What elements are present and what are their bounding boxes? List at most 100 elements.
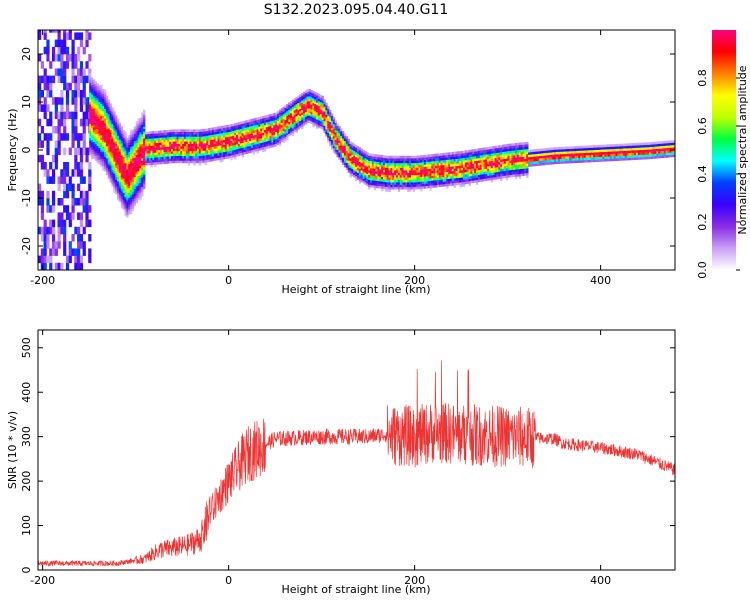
heat-cell — [405, 155, 408, 159]
heat-cell — [661, 141, 665, 144]
heat-cell — [150, 148, 153, 151]
heat-cell — [340, 140, 343, 144]
heat-cell — [312, 114, 315, 118]
heat-cell — [118, 197, 122, 200]
heat-cell — [193, 158, 196, 161]
heat-cell — [535, 156, 538, 159]
heat-cell — [200, 146, 204, 149]
heat-cell — [118, 134, 122, 138]
heat-cell — [390, 177, 393, 180]
heat-cell — [371, 153, 375, 157]
heat-cell — [526, 165, 529, 169]
heat-cell — [325, 102, 328, 106]
heat-cell — [392, 170, 395, 173]
heat-cell — [40, 140, 44, 148]
heat-cell — [648, 149, 652, 152]
heat-cell — [474, 151, 477, 154]
heat-cell — [182, 138, 185, 142]
heat-cell — [174, 158, 177, 161]
heat-cell — [91, 96, 94, 100]
heat-cell — [120, 126, 124, 130]
heat-cell — [526, 170, 529, 174]
heat-cell — [399, 167, 403, 171]
heat-cell — [115, 119, 118, 123]
heat-cell — [232, 133, 235, 136]
heat-cell — [375, 159, 378, 162]
heat-cell — [57, 111, 61, 120]
heat-cell — [520, 171, 523, 174]
heat-cell — [226, 139, 230, 142]
heat-cell — [490, 170, 494, 173]
heat-cell — [483, 152, 486, 155]
heat-cell — [669, 152, 672, 155]
heat-cell — [82, 176, 86, 184]
heat-cell — [477, 150, 481, 154]
heat-cell — [120, 136, 124, 139]
heat-cell — [310, 97, 313, 100]
heat-cell — [282, 133, 285, 136]
heat-cell — [502, 156, 505, 160]
heat-cell — [105, 148, 109, 152]
heat-cell — [660, 155, 663, 159]
heat-cell — [409, 189, 412, 192]
heat-cell — [128, 137, 131, 141]
heat-cell — [555, 151, 559, 155]
heat-cell — [247, 126, 250, 130]
heat-cell — [559, 146, 562, 150]
heat-cell — [92, 149, 96, 152]
heat-cell — [265, 143, 269, 147]
heat-cell — [316, 100, 319, 103]
heat-cell — [531, 156, 535, 160]
heat-cell — [102, 161, 105, 164]
heat-cell — [425, 166, 429, 170]
heat-cell — [113, 130, 116, 133]
heat-cell — [390, 182, 393, 185]
heat-cell — [453, 178, 456, 181]
heat-cell — [100, 163, 103, 167]
heat-cell — [141, 184, 144, 188]
heat-cell — [148, 157, 151, 161]
heat-cell — [342, 150, 345, 153]
heat-cell — [126, 140, 129, 143]
heat-cell — [236, 144, 239, 147]
heat-cell — [113, 159, 116, 162]
heat-cell — [113, 190, 116, 193]
heat-cell — [107, 164, 111, 167]
heat-cell — [65, 90, 70, 98]
heat-cell — [312, 90, 315, 94]
heat-cell — [247, 150, 250, 154]
heat-cell — [200, 143, 204, 147]
heat-cell — [167, 134, 170, 138]
heat-cell — [77, 82, 81, 91]
heat-cell — [141, 141, 144, 144]
heat-cell — [241, 147, 244, 151]
heat-cell — [126, 190, 129, 194]
heat-cell — [211, 139, 215, 143]
heat-cell — [131, 165, 135, 168]
heat-cell — [247, 134, 250, 137]
heat-cell — [422, 178, 425, 182]
heat-cell — [671, 140, 674, 143]
heat-cell — [487, 173, 490, 176]
heat-cell — [626, 152, 629, 156]
heat-cell — [163, 149, 166, 152]
heat-cell — [364, 153, 367, 156]
heat-cell — [82, 68, 86, 76]
heat-cell — [172, 141, 176, 144]
heat-cell — [85, 75, 89, 84]
heat-cell — [409, 179, 412, 183]
heat-cell — [362, 166, 365, 170]
heat-cell — [96, 150, 99, 154]
heat-cell — [210, 154, 213, 157]
heat-cell — [221, 154, 224, 158]
heat-cell — [135, 183, 138, 187]
heat-cell — [256, 122, 259, 125]
heat-cell — [40, 154, 44, 163]
heat-cell — [217, 131, 220, 134]
heat-cell — [102, 117, 105, 121]
heat-cell — [369, 172, 373, 176]
heat-cell — [464, 171, 468, 175]
heat-cell — [323, 116, 326, 119]
heat-cell — [63, 183, 67, 192]
heat-cell — [345, 165, 349, 168]
